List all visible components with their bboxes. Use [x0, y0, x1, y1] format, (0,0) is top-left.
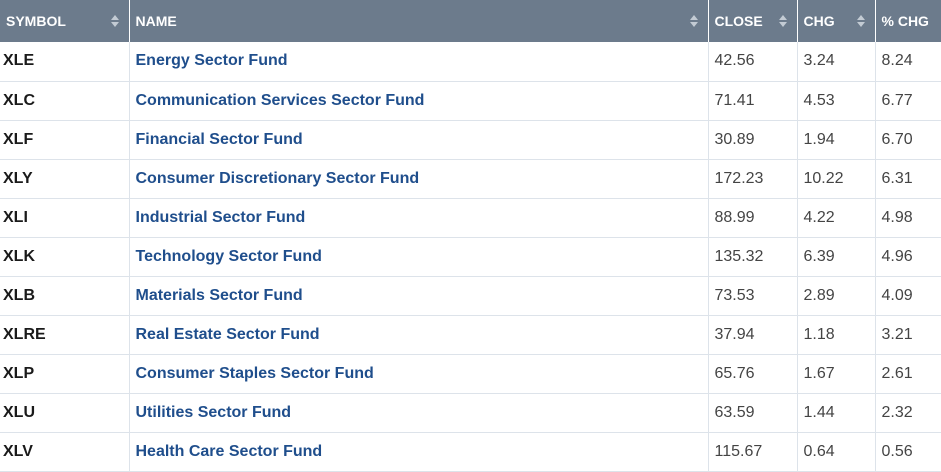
name-cell: Real Estate Sector Fund	[129, 315, 709, 355]
name-cell: Technology Sector Fund	[129, 237, 709, 277]
fund-name-link[interactable]: Health Care Sector Fund	[135, 442, 323, 460]
column-header-label: SYMBOL	[6, 13, 66, 29]
name-cell: Industrial Sector Fund	[129, 198, 709, 238]
table-row: XLC Communication Services Sector Fund 7…	[0, 81, 941, 121]
column-header-chg[interactable]: CHG	[797, 0, 876, 42]
close-cell: 71.41	[708, 81, 798, 121]
column-header-label: NAME	[135, 13, 177, 29]
table-row: XLP Consumer Staples Sector Fund 65.76 1…	[0, 354, 941, 394]
table-row: XLY Consumer Discretionary Sector Fund 1…	[0, 159, 941, 199]
fund-name-link[interactable]: Consumer Staples Sector Fund	[135, 364, 374, 382]
close-cell: 63.59	[708, 393, 798, 433]
fund-name-link[interactable]: Real Estate Sector Fund	[135, 325, 320, 343]
chg-cell: 1.18	[797, 315, 876, 355]
name-cell: Utilities Sector Fund	[129, 393, 709, 433]
pct-chg-cell: 8.24	[875, 42, 941, 82]
chg-cell: 6.39	[797, 237, 876, 277]
fund-name-link[interactable]: Financial Sector Fund	[135, 130, 303, 148]
close-cell: 88.99	[708, 198, 798, 238]
pct-chg-cell: 4.96	[875, 237, 941, 277]
chg-cell: 1.67	[797, 354, 876, 394]
name-cell: Energy Sector Fund	[129, 42, 709, 82]
symbol-cell: XLY	[0, 159, 130, 199]
table-row: XLB Materials Sector Fund 73.53 2.89 4.0…	[0, 276, 941, 316]
close-cell: 115.67	[708, 432, 798, 472]
chg-cell: 4.22	[797, 198, 876, 238]
fund-name-link[interactable]: Energy Sector Fund	[135, 52, 288, 70]
chg-cell: 4.53	[797, 81, 876, 121]
pct-chg-cell: 3.21	[875, 315, 941, 355]
fund-name-link[interactable]: Consumer Discretionary Sector Fund	[135, 169, 420, 187]
fund-name-link[interactable]: Materials Sector Fund	[135, 286, 303, 304]
pct-chg-cell: 0.56	[875, 432, 941, 472]
chg-cell: 3.24	[797, 42, 876, 82]
symbol-cell: XLF	[0, 120, 130, 160]
table-row: XLU Utilities Sector Fund 63.59 1.44 2.3…	[0, 393, 941, 433]
name-cell: Materials Sector Fund	[129, 276, 709, 316]
symbol-cell: XLI	[0, 198, 130, 238]
pct-chg-cell: 4.09	[875, 276, 941, 316]
sort-arrows-icon[interactable]	[110, 15, 119, 27]
column-header-symbol[interactable]: SYMBOL	[0, 0, 130, 42]
symbol-cell: XLB	[0, 276, 130, 316]
name-cell: Communication Services Sector Fund	[129, 81, 709, 121]
sort-arrows-icon[interactable]	[689, 15, 698, 27]
fund-name-link[interactable]: Industrial Sector Fund	[135, 208, 306, 226]
column-header-label: % CHG	[881, 13, 929, 29]
symbol-cell: XLE	[0, 42, 130, 82]
sort-arrows-icon[interactable]	[778, 15, 787, 27]
column-header-label: CLOSE	[714, 13, 763, 29]
close-cell: 37.94	[708, 315, 798, 355]
column-header-close[interactable]: CLOSE	[708, 0, 798, 42]
column-header-label: CHG	[803, 13, 835, 29]
chg-cell: 1.44	[797, 393, 876, 433]
chg-cell: 2.89	[797, 276, 876, 316]
column-header-pct-chg[interactable]: % CHG	[875, 0, 941, 42]
fund-name-link[interactable]: Utilities Sector Fund	[135, 403, 292, 421]
name-cell: Consumer Discretionary Sector Fund	[129, 159, 709, 199]
name-cell: Health Care Sector Fund	[129, 432, 709, 472]
name-cell: Consumer Staples Sector Fund	[129, 354, 709, 394]
chg-cell: 1.94	[797, 120, 876, 160]
sort-arrows-icon[interactable]	[856, 15, 865, 27]
close-cell: 73.53	[708, 276, 798, 316]
pct-chg-cell: 6.31	[875, 159, 941, 199]
pct-chg-cell: 2.32	[875, 393, 941, 433]
fund-name-link[interactable]: Communication Services Sector Fund	[135, 91, 425, 109]
pct-chg-cell: 2.61	[875, 354, 941, 394]
table-header-row: SYMBOL NAME CLOSE CHG % CHG	[0, 0, 941, 42]
name-cell: Financial Sector Fund	[129, 120, 709, 160]
close-cell: 42.56	[708, 42, 798, 82]
close-cell: 65.76	[708, 354, 798, 394]
table-row: XLV Health Care Sector Fund 115.67 0.64 …	[0, 432, 941, 472]
close-cell: 172.23	[708, 159, 798, 199]
table-row: XLRE Real Estate Sector Fund 37.94 1.18 …	[0, 315, 941, 355]
symbol-cell: XLC	[0, 81, 130, 121]
close-cell: 135.32	[708, 237, 798, 277]
pct-chg-cell: 4.98	[875, 198, 941, 238]
column-header-name[interactable]: NAME	[129, 0, 709, 42]
chg-cell: 10.22	[797, 159, 876, 199]
symbol-cell: XLP	[0, 354, 130, 394]
table-row: XLE Energy Sector Fund 42.56 3.24 8.24	[0, 42, 941, 82]
table-row: XLK Technology Sector Fund 135.32 6.39 4…	[0, 237, 941, 277]
fund-name-link[interactable]: Technology Sector Fund	[135, 247, 322, 265]
table-row: XLI Industrial Sector Fund 88.99 4.22 4.…	[0, 198, 941, 238]
pct-chg-cell: 6.70	[875, 120, 941, 160]
pct-chg-cell: 6.77	[875, 81, 941, 121]
symbol-cell: XLRE	[0, 315, 130, 355]
close-cell: 30.89	[708, 120, 798, 160]
chg-cell: 0.64	[797, 432, 876, 472]
symbol-cell: XLU	[0, 393, 130, 433]
symbol-cell: XLV	[0, 432, 130, 472]
table-row: XLF Financial Sector Fund 30.89 1.94 6.7…	[0, 120, 941, 160]
symbol-cell: XLK	[0, 237, 130, 277]
